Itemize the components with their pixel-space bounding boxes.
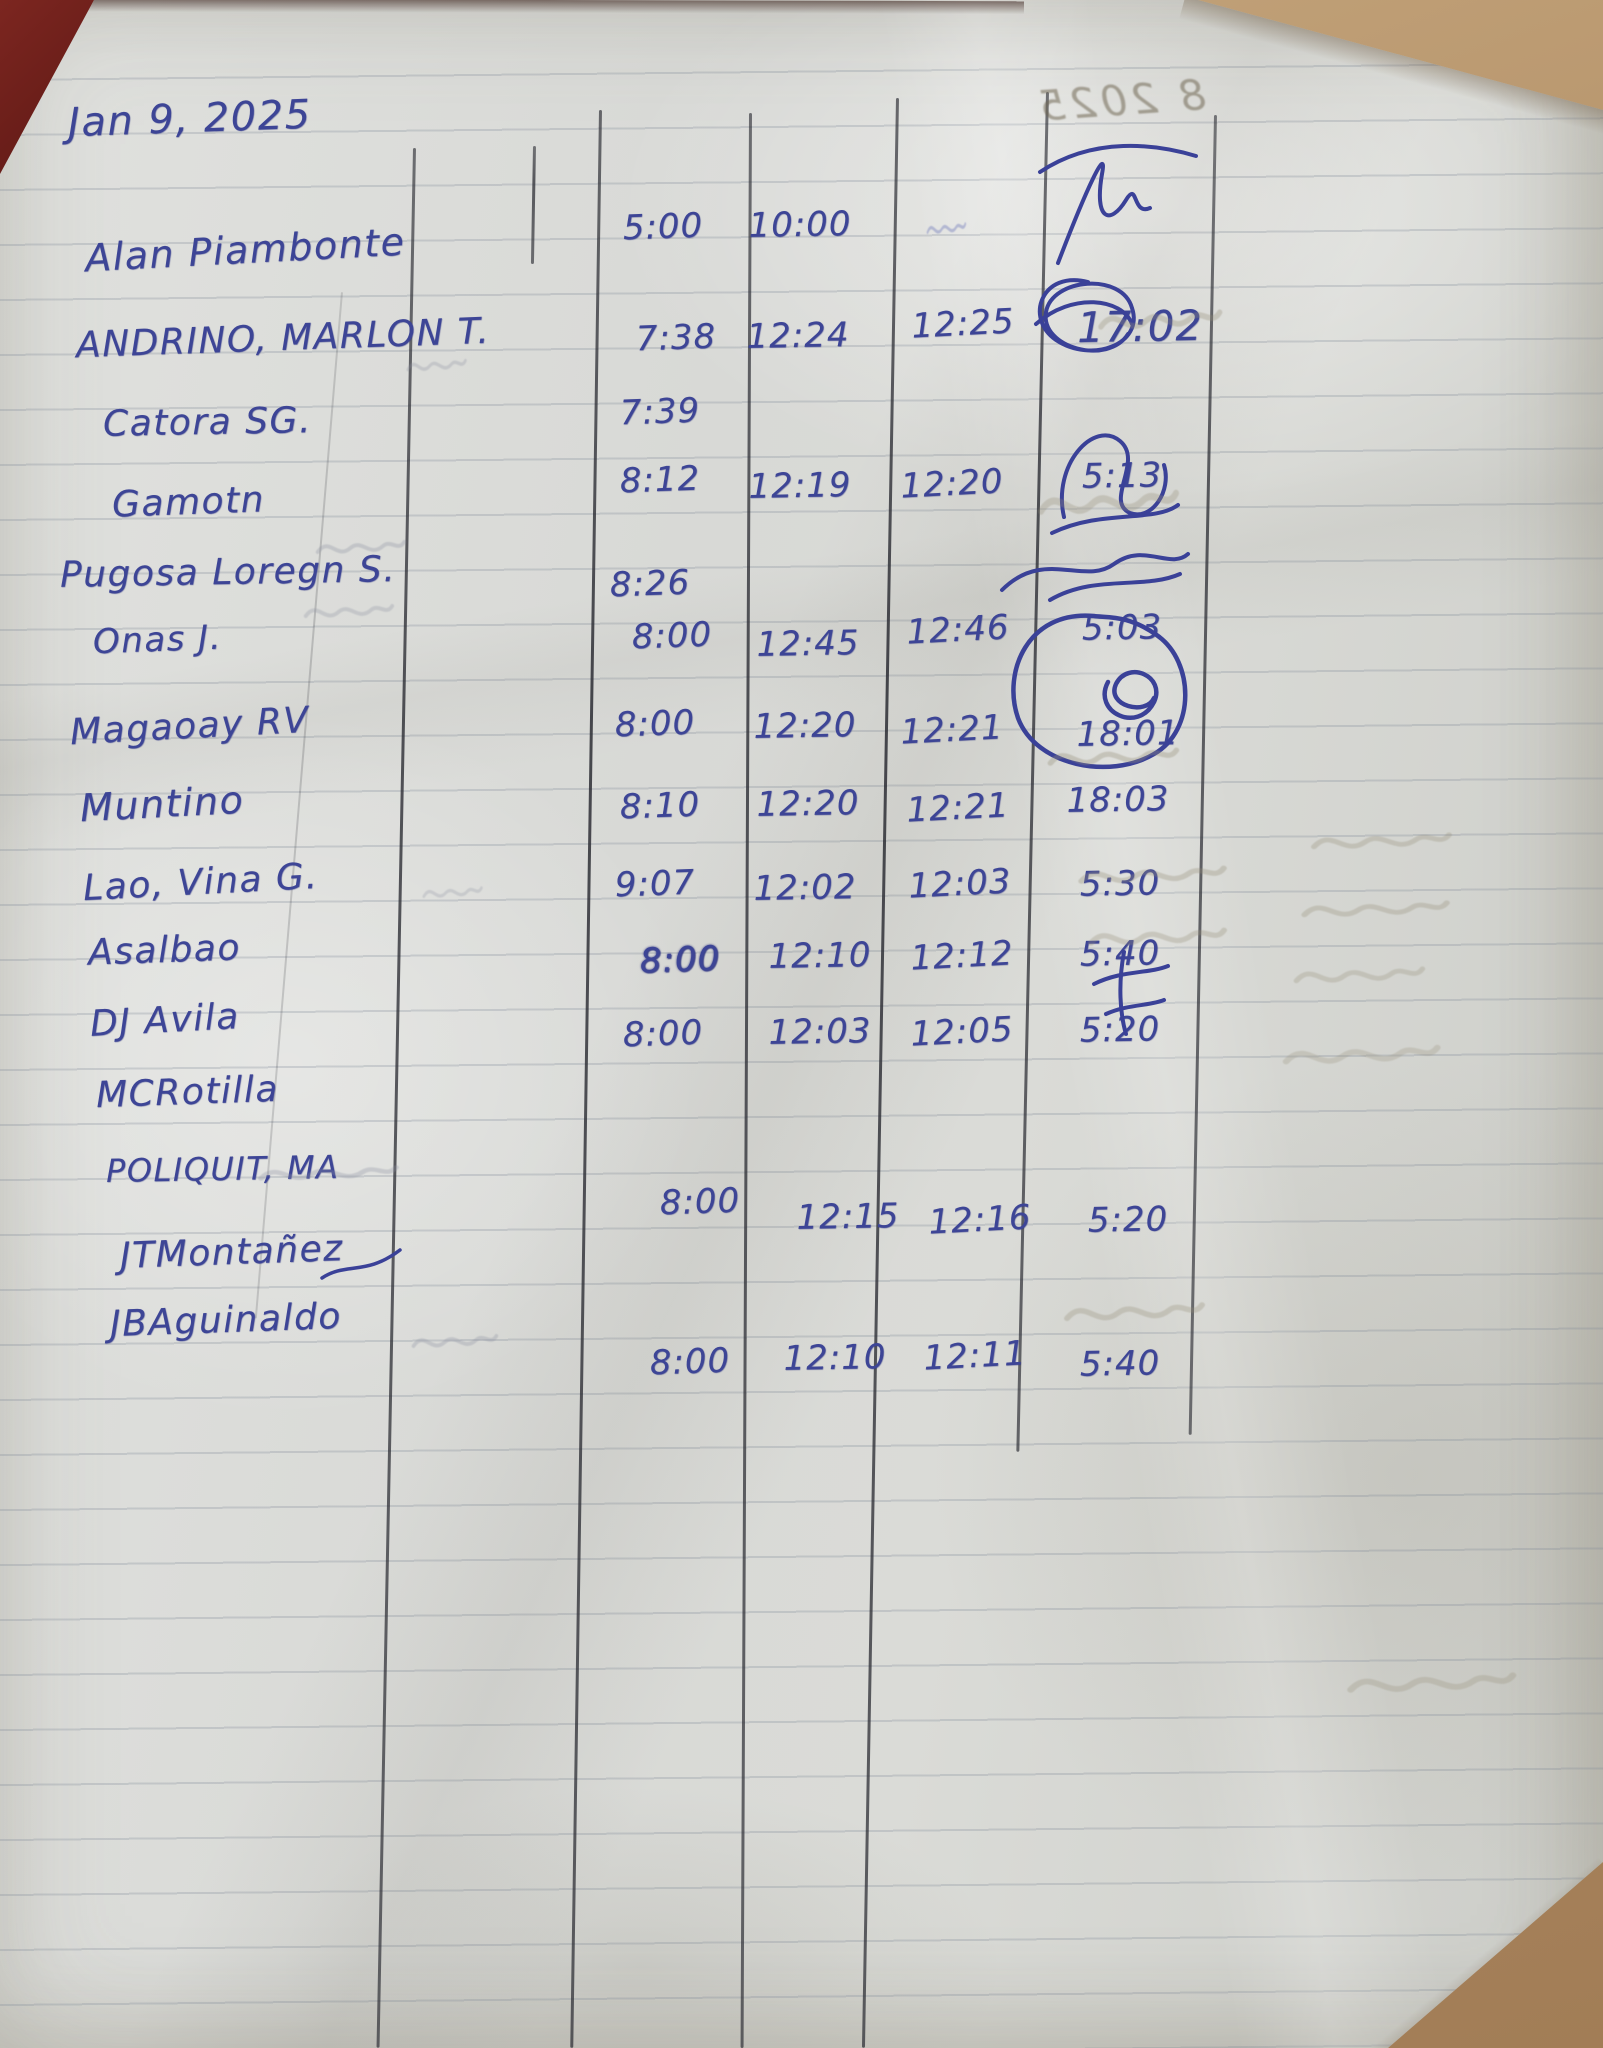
- time-cell: 7:38: [635, 316, 717, 360]
- row-name: Gamotn: [111, 479, 266, 526]
- bleedthrough-scribble: [1282, 1044, 1441, 1065]
- bleedthrough-scribble: [1347, 1672, 1517, 1693]
- time-cell: 12:11: [922, 1333, 1028, 1379]
- time-cell: 12:45: [756, 623, 860, 665]
- time-cell: 8:00: [622, 1012, 704, 1056]
- bleedthrough-scribble: [1078, 865, 1227, 884]
- time-cell: 12:20: [753, 705, 857, 747]
- signature-scribble: [1034, 278, 1136, 353]
- time-cell: 7:39: [619, 390, 701, 434]
- time-cell: 8:00: [649, 1340, 731, 1384]
- bleedthrough-scribble: [1293, 966, 1426, 984]
- time-cell: 12:10: [783, 1337, 887, 1379]
- row-name: Catora SG.: [102, 400, 313, 445]
- row-name: Asalbao: [87, 927, 242, 974]
- time-cell: 12:12: [909, 933, 1015, 979]
- bleedthrough-scribble: [1311, 832, 1452, 850]
- time-cell: 5:20: [1087, 1199, 1169, 1241]
- time-cell: 8:10: [619, 784, 701, 828]
- time-cell: 9:07: [614, 862, 696, 906]
- date-heading: Jan 9, 2025: [67, 91, 313, 147]
- time-cell: 8:00: [659, 1180, 741, 1224]
- signature-scribble: [320, 1248, 402, 1280]
- signature-scribble: [1092, 950, 1170, 1036]
- bleedthrough-scribble: [1087, 927, 1228, 946]
- signature-scribble: [1011, 613, 1188, 770]
- time-cell: 12:25: [910, 301, 1016, 347]
- signature-scribble: [1038, 143, 1198, 265]
- time-cell: 12:19: [748, 465, 852, 507]
- time-cell: 12:16: [927, 1197, 1033, 1243]
- time-cell: 12:21: [905, 785, 1011, 831]
- time-cell: 12:15: [796, 1196, 900, 1238]
- row-name: JTMontañez: [119, 1228, 345, 1277]
- signature-scribble: [1000, 552, 1190, 602]
- bleedthrough-scribble: [926, 222, 967, 235]
- bleedthrough-scribble: [411, 1334, 499, 1348]
- bleedthrough-scribble: [406, 358, 467, 372]
- time-cell: 5:40: [1079, 1343, 1161, 1385]
- time-cell: 12:20: [899, 461, 1005, 507]
- bleedthrough-scribble: [303, 604, 395, 618]
- time-cell: 8:00: [614, 702, 696, 746]
- ruled-lines: [0, 26, 1603, 2048]
- bleedthrough-scribble: [1047, 747, 1180, 766]
- time-cell: 8:26: [609, 562, 691, 606]
- time-cell: 12:05: [909, 1009, 1015, 1055]
- bleedthrough-scribble: [1301, 900, 1450, 918]
- bleedthrough-scribble: [1038, 489, 1179, 515]
- row-name: DJ Avila: [89, 996, 241, 1045]
- signature-scribble: [1050, 433, 1180, 535]
- row-name: Muntino: [78, 777, 246, 831]
- bleedthrough-scribble: [258, 1165, 399, 1181]
- time-cell: 10:00: [748, 204, 852, 246]
- time-cell: 12:24: [746, 315, 850, 357]
- time-cell: 5:00: [622, 205, 704, 249]
- time-cell: 12:03: [768, 1011, 872, 1053]
- time-cell: 8:00: [639, 938, 721, 982]
- bleedthrough-scribble: [315, 540, 407, 554]
- paper-top-shadow: [63, 0, 1025, 15]
- bleedthrough-scribble: [1098, 309, 1223, 330]
- time-cell: 12:02: [753, 867, 857, 909]
- row-name: MCRotilla: [95, 1068, 280, 1117]
- time-cell: 8:00: [631, 614, 713, 658]
- bleedthrough-scribble: [422, 886, 483, 899]
- time-cell: 12:10: [768, 935, 872, 977]
- row-name: JBAguinaldo: [109, 1295, 343, 1346]
- time-cell: 8:12: [619, 458, 701, 502]
- time-cell: 12:03: [907, 861, 1013, 907]
- row-name: Onas J.: [92, 617, 223, 663]
- bleedthrough-scribble: [1064, 1302, 1205, 1322]
- time-cell: 12:20: [756, 783, 860, 825]
